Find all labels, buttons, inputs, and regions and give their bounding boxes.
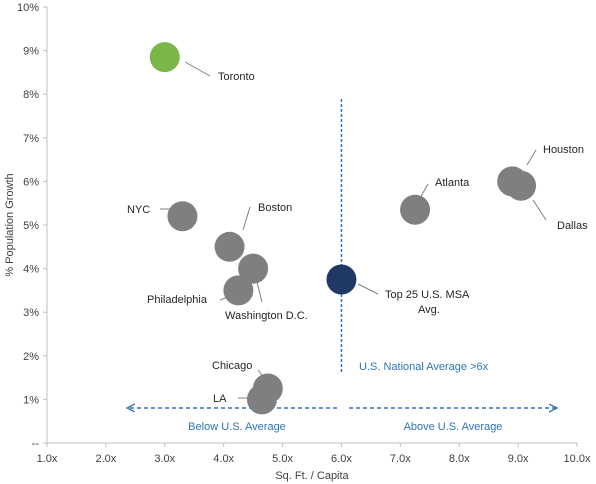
label-atlanta: Atlanta — [435, 177, 470, 189]
x-tick-label: 3.0x — [154, 453, 175, 465]
label-washington-d-c: Washington D.C. — [225, 310, 308, 322]
label-boston: Boston — [258, 202, 292, 214]
label-la: LA — [213, 393, 227, 405]
national-average-label: U.S. National Average >6x — [359, 361, 489, 373]
label-top-25-u-s-msa-avg: Top 25 U.S. MSA — [385, 289, 470, 301]
x-tick-label: 9.0x — [508, 453, 529, 465]
x-tick-label: 7.0x — [390, 453, 411, 465]
x-tick-label: 2.0x — [95, 453, 116, 465]
x-tick-label: 10.0x — [564, 453, 591, 465]
axes: -- 1% 2% 3% 4% 5% 6% 7% 8% 9% 10% 1.0x 2.0x 3.0x 4.0x 5… — [4, 2, 591, 482]
y-tick-label: 10% — [17, 2, 39, 14]
y-tick-label: 8% — [23, 89, 39, 101]
leader-line-toronto — [184, 61, 211, 77]
x-tick-label: 1.0x — [37, 453, 58, 465]
label-dallas: Dallas — [557, 220, 588, 232]
leader-line-top-25-u-s-msa-avg — [357, 283, 379, 295]
below-average-label: Below U.S. Average — [188, 421, 286, 433]
point-atlanta — [400, 194, 431, 225]
point-boston — [214, 231, 245, 262]
y-axis-title: % Population Growth — [4, 173, 16, 276]
point-philadelphia — [223, 275, 254, 306]
point-nyc — [167, 201, 198, 232]
y-tick-label: 9% — [23, 46, 39, 58]
leader-lines — [160, 61, 547, 399]
data-points — [149, 42, 537, 415]
label-toronto: Toronto — [218, 71, 255, 83]
y-tick-label: 3% — [23, 307, 39, 319]
x-tick-label: 6.0x — [331, 453, 352, 465]
leader-line-houston — [526, 149, 537, 166]
label-houston: Houston — [543, 144, 584, 156]
y-tick-label: 7% — [23, 133, 39, 145]
y-tick-label: 1% — [23, 394, 39, 406]
leader-line-dallas — [532, 199, 547, 221]
leader-line-atlanta — [419, 183, 429, 199]
label-philadelphia: Philadelphia — [147, 294, 208, 306]
label-chicago: Chicago — [212, 360, 252, 372]
y-tick-label: 4% — [23, 264, 39, 276]
x-tick-label: 8.0x — [449, 453, 470, 465]
point-washington-d-c — [238, 253, 269, 284]
y-tick-label: 6% — [23, 176, 39, 188]
x-axis-title: Sq. Ft. / Capita — [275, 470, 349, 482]
point-la — [246, 384, 277, 415]
reference-line-group: U.S. National Average >6x Below U.S. Aver… — [128, 99, 556, 433]
point-top-25-u-s-msa-avg — [326, 264, 357, 295]
point-labels: Toronto NYC Boston Washington D.C. Philadelp… — [127, 71, 588, 405]
y-tick-label: -- — [32, 438, 40, 450]
label-top-25-u-s-msa-avg: Avg. — [418, 304, 440, 316]
leader-line-boston — [242, 206, 251, 231]
point-dallas — [506, 170, 537, 201]
above-average-label: Above U.S. Average — [404, 421, 503, 433]
x-tick-label: 4.0x — [213, 453, 234, 465]
y-tick-label: 5% — [23, 220, 39, 232]
y-tick-label: 2% — [23, 351, 39, 363]
x-tick-label: 5.0x — [272, 453, 293, 465]
point-toronto — [149, 42, 180, 73]
label-nyc: NYC — [127, 204, 150, 216]
